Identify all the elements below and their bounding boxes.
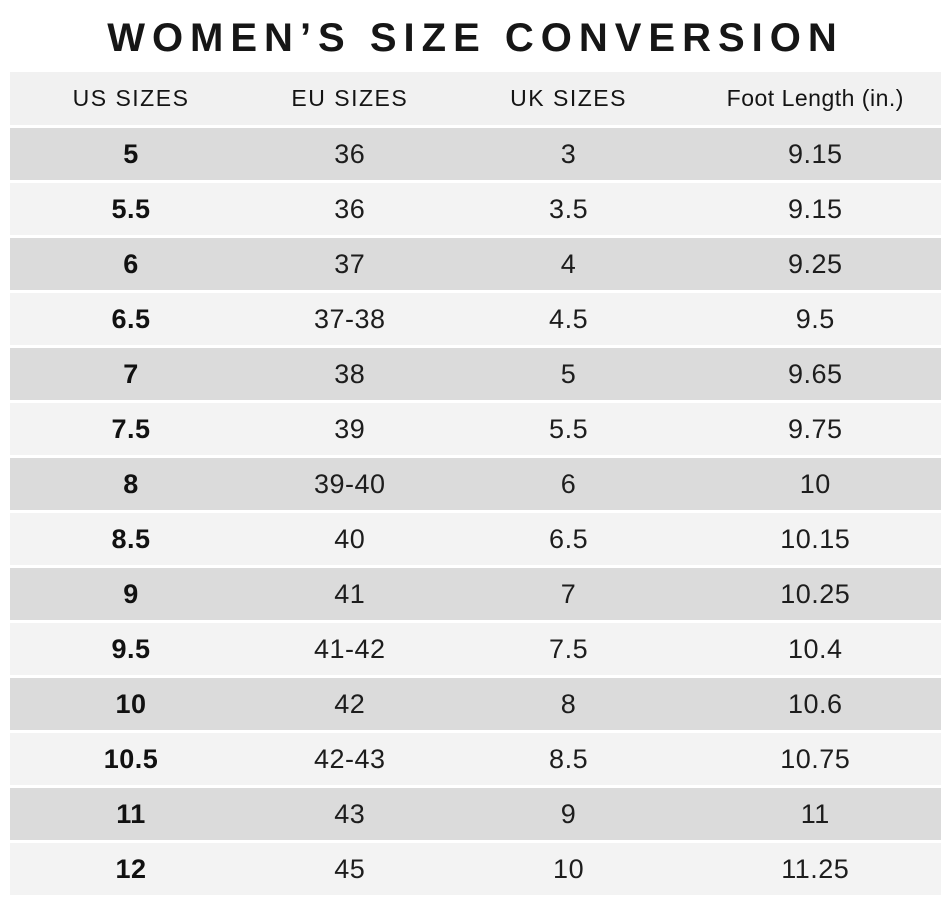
table-row: 5 36 3 9.15	[10, 128, 941, 180]
foot-length-cell: 10.25	[689, 568, 941, 620]
eu-size-cell: 45	[252, 843, 448, 895]
eu-size-cell: 37-38	[252, 293, 448, 345]
us-size-cell: 7	[10, 348, 253, 400]
column-header-eu-sizes: EU SIZES	[252, 72, 448, 125]
eu-size-cell: 39	[252, 403, 448, 455]
us-size-cell: 10.5	[10, 733, 253, 785]
us-size-cell: 8	[10, 458, 253, 510]
uk-size-cell: 3	[447, 128, 690, 180]
us-size-cell: 12	[10, 843, 253, 895]
eu-size-cell: 41-42	[252, 623, 448, 675]
foot-length-cell: 10.75	[689, 733, 941, 785]
table-row: 11 43 9 11	[10, 788, 941, 840]
uk-size-cell: 6.5	[447, 513, 690, 565]
foot-length-cell: 9.25	[689, 238, 941, 290]
eu-size-cell: 38	[252, 348, 448, 400]
table-row: 6.5 37-38 4.5 9.5	[10, 293, 941, 345]
foot-length-cell: 10.4	[689, 623, 941, 675]
size-conversion-table: US SIZES EU SIZES UK SIZES Foot Length (…	[10, 69, 941, 898]
foot-length-cell: 9.15	[689, 183, 941, 235]
uk-size-cell: 4.5	[447, 293, 690, 345]
foot-length-cell: 11.25	[689, 843, 941, 895]
column-header-uk-sizes: UK SIZES	[447, 72, 690, 125]
eu-size-cell: 39-40	[252, 458, 448, 510]
us-size-cell: 5	[10, 128, 253, 180]
column-header-us-sizes: US SIZES	[10, 72, 253, 125]
table-row: 6 37 4 9.25	[10, 238, 941, 290]
eu-size-cell: 42-43	[252, 733, 448, 785]
table-header: US SIZES EU SIZES UK SIZES Foot Length (…	[10, 72, 941, 125]
table-row: 8 39-40 6 10	[10, 458, 941, 510]
foot-length-cell: 9.75	[689, 403, 941, 455]
header-row: US SIZES EU SIZES UK SIZES Foot Length (…	[10, 72, 941, 125]
foot-length-cell: 10.15	[689, 513, 941, 565]
foot-length-cell: 10.6	[689, 678, 941, 730]
foot-length-cell: 9.65	[689, 348, 941, 400]
eu-size-cell: 40	[252, 513, 448, 565]
eu-size-cell: 43	[252, 788, 448, 840]
page-title: WOMEN’S SIZE CONVERSION	[107, 16, 844, 60]
eu-size-cell: 36	[252, 128, 448, 180]
uk-size-cell: 3.5	[447, 183, 690, 235]
us-size-cell: 9	[10, 568, 253, 620]
foot-length-cell: 10	[689, 458, 941, 510]
column-header-foot-length: Foot Length (in.)	[689, 72, 941, 125]
uk-size-cell: 6	[447, 458, 690, 510]
eu-size-cell: 42	[252, 678, 448, 730]
table-row: 9 41 7 10.25	[10, 568, 941, 620]
foot-length-cell: 9.15	[689, 128, 941, 180]
uk-size-cell: 8.5	[447, 733, 690, 785]
uk-size-cell: 8	[447, 678, 690, 730]
foot-length-cell: 9.5	[689, 293, 941, 345]
table-row: 10 42 8 10.6	[10, 678, 941, 730]
eu-size-cell: 36	[252, 183, 448, 235]
uk-size-cell: 7.5	[447, 623, 690, 675]
us-size-cell: 11	[10, 788, 253, 840]
us-size-cell: 5.5	[10, 183, 253, 235]
table-row: 7 38 5 9.65	[10, 348, 941, 400]
us-size-cell: 8.5	[10, 513, 253, 565]
uk-size-cell: 7	[447, 568, 690, 620]
us-size-cell: 6.5	[10, 293, 253, 345]
table-body: 5 36 3 9.15 5.5 36 3.5 9.15 6 37 4 9.25 6.5 37-38 4.5 9…	[10, 128, 941, 895]
us-size-cell: 7.5	[10, 403, 253, 455]
eu-size-cell: 41	[252, 568, 448, 620]
uk-size-cell: 4	[447, 238, 690, 290]
table-row: 9.5 41-42 7.5 10.4	[10, 623, 941, 675]
uk-size-cell: 10	[447, 843, 690, 895]
uk-size-cell: 9	[447, 788, 690, 840]
eu-size-cell: 37	[252, 238, 448, 290]
uk-size-cell: 5	[447, 348, 690, 400]
table-row: 8.5 40 6.5 10.15	[10, 513, 941, 565]
foot-length-cell: 11	[689, 788, 941, 840]
table-row: 5.5 36 3.5 9.15	[10, 183, 941, 235]
table-row: 7.5 39 5.5 9.75	[10, 403, 941, 455]
us-size-cell: 9.5	[10, 623, 253, 675]
us-size-cell: 10	[10, 678, 253, 730]
us-size-cell: 6	[10, 238, 253, 290]
uk-size-cell: 5.5	[447, 403, 690, 455]
table-row: 12 45 10 11.25	[10, 843, 941, 895]
table-row: 10.5 42-43 8.5 10.75	[10, 733, 941, 785]
